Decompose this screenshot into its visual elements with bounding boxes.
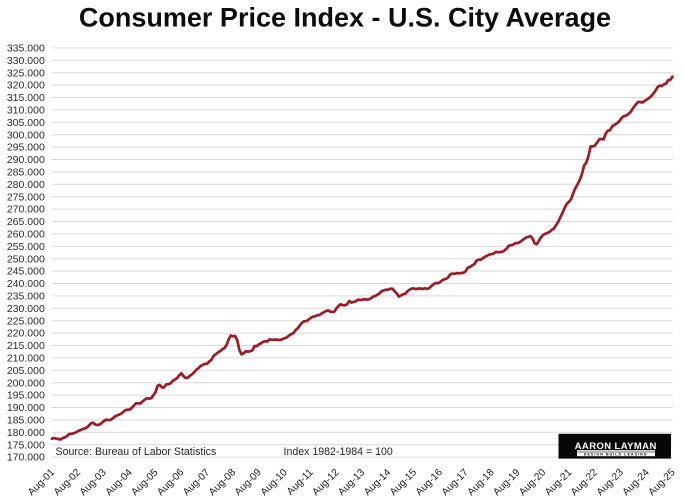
svg-text:180.000: 180.000	[7, 427, 45, 439]
svg-text:270.000: 270.000	[7, 204, 45, 216]
svg-text:DESIGN BUILD LEASING: DESIGN BUILD LEASING	[584, 453, 648, 457]
svg-text:220.000: 220.000	[7, 328, 45, 340]
svg-text:200.000: 200.000	[7, 377, 45, 389]
svg-text:320.000: 320.000	[7, 80, 45, 92]
svg-text:325.000: 325.000	[7, 67, 45, 79]
svg-text:175.000: 175.000	[7, 439, 45, 451]
svg-text:195.000: 195.000	[7, 390, 45, 402]
svg-text:Index 1982-1984 = 100: Index 1982-1984 = 100	[284, 446, 393, 458]
svg-text:305.000: 305.000	[7, 117, 45, 129]
svg-text:185.000: 185.000	[7, 415, 45, 427]
svg-text:230.000: 230.000	[7, 303, 45, 315]
svg-text:210.000: 210.000	[7, 353, 45, 365]
svg-text:235.000: 235.000	[7, 291, 45, 303]
svg-text:335.000: 335.000	[7, 43, 45, 55]
svg-text:Source: Bureau of Labor Statis: Source: Bureau of Labor Statistics	[56, 446, 217, 458]
svg-text:275.000: 275.000	[7, 191, 45, 203]
svg-text:260.000: 260.000	[7, 229, 45, 241]
svg-text:240.000: 240.000	[7, 278, 45, 290]
svg-text:315.000: 315.000	[7, 92, 45, 104]
svg-text:AARON LAYMAN: AARON LAYMAN	[575, 441, 657, 452]
svg-text:245.000: 245.000	[7, 266, 45, 278]
svg-text:300.000: 300.000	[7, 129, 45, 141]
svg-text:285.000: 285.000	[7, 167, 45, 179]
svg-text:310.000: 310.000	[7, 105, 45, 117]
svg-text:215.000: 215.000	[7, 340, 45, 352]
svg-text:205.000: 205.000	[7, 365, 45, 377]
svg-text:295.000: 295.000	[7, 142, 45, 154]
svg-text:Consumer Price Index - U.S. Ci: Consumer Price Index - U.S. City Average	[79, 2, 611, 32]
svg-text:280.000: 280.000	[7, 179, 45, 191]
svg-text:290.000: 290.000	[7, 154, 45, 166]
svg-text:250.000: 250.000	[7, 253, 45, 265]
svg-text:170.000: 170.000	[7, 452, 45, 464]
svg-text:190.000: 190.000	[7, 402, 45, 414]
svg-text:255.000: 255.000	[7, 241, 45, 253]
svg-text:330.000: 330.000	[7, 55, 45, 67]
svg-text:225.000: 225.000	[7, 315, 45, 327]
svg-text:265.000: 265.000	[7, 216, 45, 228]
